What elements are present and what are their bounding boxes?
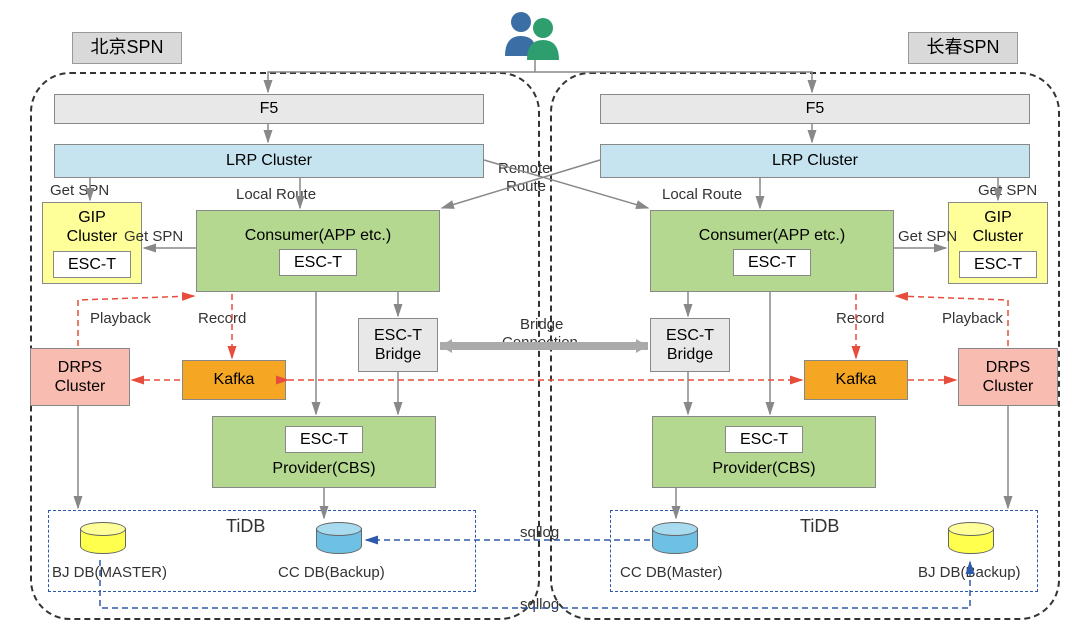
lbl-record-r: Record bbox=[836, 310, 884, 327]
r-provider-title: Provider(CBS) bbox=[712, 459, 815, 478]
l-db1-label: BJ DB(MASTER) bbox=[52, 564, 167, 581]
r-db1-icon bbox=[652, 522, 698, 558]
l-bridge-l2: Bridge bbox=[375, 345, 421, 364]
users-icon bbox=[495, 8, 575, 63]
lbl-getspn-l2: Get SPN bbox=[124, 228, 183, 245]
r-kafka: Kafka bbox=[804, 360, 908, 400]
lbl-localroute-r: Local Route bbox=[662, 186, 742, 203]
lbl-getspn-r1: Get SPN bbox=[978, 182, 1037, 199]
l-gip-title-2: Cluster bbox=[67, 227, 118, 246]
r-bridge-l2: Bridge bbox=[667, 345, 713, 364]
l-tidb-label: TiDB bbox=[226, 516, 265, 537]
r-db2-icon bbox=[948, 522, 994, 558]
r-kafka-label: Kafka bbox=[836, 370, 877, 389]
lbl-sqllog-1: sqllog bbox=[520, 524, 559, 541]
lbl-bridge-conn-1: Bridge bbox=[520, 316, 563, 333]
title-right: 长春SPN bbox=[908, 32, 1018, 64]
title-left: 北京SPN bbox=[72, 32, 182, 64]
l-lrp-label: LRP Cluster bbox=[226, 151, 312, 170]
r-lrp: LRP Cluster bbox=[600, 144, 1030, 178]
l-f5: F5 bbox=[54, 94, 484, 124]
l-db1-icon bbox=[80, 522, 126, 558]
l-drps: DRPS Cluster bbox=[30, 348, 130, 406]
r-db1-label: CC DB(Master) bbox=[620, 564, 723, 581]
r-provider-esct: ESC-T bbox=[725, 426, 803, 453]
lbl-playback-r: Playback bbox=[942, 310, 1003, 327]
l-db2-icon bbox=[316, 522, 362, 558]
lbl-playback-l: Playback bbox=[90, 310, 151, 327]
r-provider: ESC-T Provider(CBS) bbox=[652, 416, 876, 488]
lbl-record-l: Record bbox=[198, 310, 246, 327]
l-kafka: Kafka bbox=[182, 360, 286, 400]
r-lrp-label: LRP Cluster bbox=[772, 151, 858, 170]
l-bridge: ESC-T Bridge bbox=[358, 318, 438, 372]
l-gip-esct: ESC-T bbox=[53, 251, 131, 278]
r-bridge: ESC-T Bridge bbox=[650, 318, 730, 372]
l-consumer-title: Consumer(APP etc.) bbox=[245, 226, 391, 245]
l-f5-label: F5 bbox=[260, 99, 279, 118]
r-gip-esct: ESC-T bbox=[959, 251, 1037, 278]
l-kafka-label: Kafka bbox=[214, 370, 255, 389]
r-drps: DRPS Cluster bbox=[958, 348, 1058, 406]
l-db2-label: CC DB(Backup) bbox=[278, 564, 385, 581]
l-gip-title-1: GIP bbox=[78, 208, 106, 227]
l-bridge-l1: ESC-T bbox=[374, 326, 422, 345]
r-drps-l1: DRPS bbox=[986, 358, 1030, 377]
r-gip: GIP Cluster ESC-T bbox=[948, 202, 1048, 284]
r-tidb-label: TiDB bbox=[800, 516, 839, 537]
l-consumer-esct: ESC-T bbox=[279, 249, 357, 276]
r-f5: F5 bbox=[600, 94, 1030, 124]
r-f5-label: F5 bbox=[806, 99, 825, 118]
lbl-bridge-conn-2: Connection bbox=[502, 334, 578, 351]
l-consumer: Consumer(APP etc.) ESC-T bbox=[196, 210, 440, 292]
r-bridge-l1: ESC-T bbox=[666, 326, 714, 345]
lbl-remote-2: Route bbox=[506, 178, 546, 195]
r-db2-label: BJ DB(Backup) bbox=[918, 564, 1021, 581]
r-consumer-title: Consumer(APP etc.) bbox=[699, 226, 845, 245]
l-provider: ESC-T Provider(CBS) bbox=[212, 416, 436, 488]
r-gip-title-2: Cluster bbox=[973, 227, 1024, 246]
lbl-sqllog-2: sqllog bbox=[520, 596, 559, 613]
r-consumer-esct: ESC-T bbox=[733, 249, 811, 276]
l-provider-esct: ESC-T bbox=[285, 426, 363, 453]
lbl-localroute-l: Local Route bbox=[236, 186, 316, 203]
r-gip-title-1: GIP bbox=[984, 208, 1012, 227]
l-drps-l1: DRPS bbox=[58, 358, 102, 377]
lbl-remote-1: Remote bbox=[498, 160, 551, 177]
l-drps-l2: Cluster bbox=[55, 377, 106, 396]
r-consumer: Consumer(APP etc.) ESC-T bbox=[650, 210, 894, 292]
lbl-getspn-r2: Get SPN bbox=[898, 228, 957, 245]
l-provider-title: Provider(CBS) bbox=[272, 459, 375, 478]
lbl-getspn-l1: Get SPN bbox=[50, 182, 109, 199]
l-lrp: LRP Cluster bbox=[54, 144, 484, 178]
r-drps-l2: Cluster bbox=[983, 377, 1034, 396]
